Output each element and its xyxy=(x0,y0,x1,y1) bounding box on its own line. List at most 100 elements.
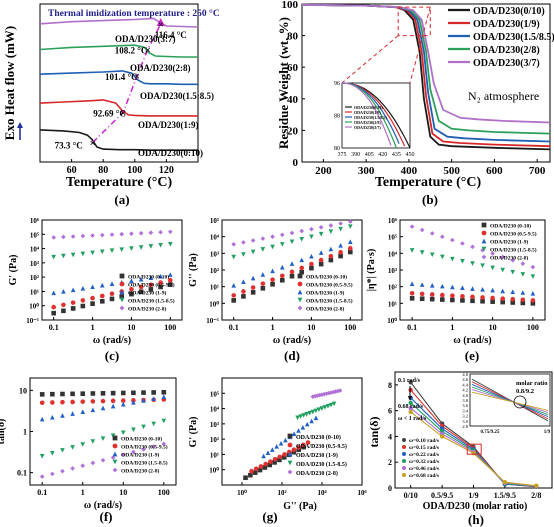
data-point-triangle xyxy=(61,288,66,294)
data-point-triangle xyxy=(328,246,334,252)
legend-label: ODA/D230 (0.5-9.5) xyxy=(296,443,347,450)
data-point-diamond xyxy=(328,223,334,228)
y-axis-label: tan(δ) xyxy=(0,419,7,445)
legend-label: ODA/D230(2/8) xyxy=(473,45,540,56)
dsc-curve xyxy=(39,70,198,86)
inset-x-tick-label: 405 xyxy=(365,152,374,158)
x-axis-label: ω (rad/s) xyxy=(84,500,122,511)
data-point-diamond xyxy=(337,388,343,393)
data-point-square xyxy=(119,294,125,299)
data-point-triangle xyxy=(141,398,146,403)
data-point-diamond xyxy=(99,232,105,238)
y-tick-label: 10² xyxy=(210,436,219,444)
inset-legend-label: ODA/D230(1/9) xyxy=(354,110,381,115)
tg-annotation: 101.4 °C xyxy=(105,72,138,82)
data-point-circle xyxy=(429,292,435,297)
data-point-circle xyxy=(109,291,115,297)
data-point-square xyxy=(231,298,237,303)
data-point-triangle-down xyxy=(141,424,146,430)
data-point-diamond xyxy=(470,244,475,250)
x-tick-label: 0.1 xyxy=(37,488,47,497)
data-point-square xyxy=(287,433,293,439)
data-point-diamond xyxy=(161,441,167,447)
data-point-circle xyxy=(119,281,125,287)
data-point-square xyxy=(250,290,256,295)
data-point-diamond xyxy=(80,463,86,468)
x-axis-label: Temperature (°C) xyxy=(66,175,173,190)
panel-d: 0.1 1 10 100 10⁻¹ 10⁰ 10¹ 10² 10³ 10⁴ 10⁵ ODA/D230 … xyxy=(188,217,363,363)
data-point-triangle-down xyxy=(299,236,305,242)
data-point-circle xyxy=(480,295,485,300)
y-axis-label: |η*| (Pa·s) xyxy=(366,249,377,292)
data-point-triangle xyxy=(530,290,536,296)
data-point-square xyxy=(110,390,116,396)
data-point-circle xyxy=(268,459,273,464)
data-point-square xyxy=(277,457,282,463)
x-axis-label: G'' (Pa) xyxy=(283,501,317,512)
data-point-circle xyxy=(80,399,86,404)
annotation: molar ratio xyxy=(516,380,547,387)
arrow-head xyxy=(156,18,165,27)
data-point-triangle-down xyxy=(287,460,293,466)
data-point-diamond xyxy=(510,258,516,263)
x-tick-label: 0.1 xyxy=(407,323,417,332)
inset-frame xyxy=(341,82,411,149)
legend-label: ODA/D230(1/9) xyxy=(473,19,540,30)
data-point-diamond xyxy=(450,237,455,243)
data-point-circle xyxy=(305,440,311,445)
data-point-triangle-down xyxy=(325,403,331,409)
data-point-triangle-down xyxy=(112,459,118,465)
data-point-square xyxy=(510,300,516,305)
legend-label: ODA/D230 (2-8) xyxy=(128,306,167,313)
data-point-diamond xyxy=(490,251,495,256)
x-tick-label: 120 xyxy=(159,165,174,176)
data-point-triangle-down xyxy=(270,244,275,250)
data-point-triangle xyxy=(500,288,505,294)
tg-marker: × xyxy=(134,71,140,83)
y-axis-label: G' (Pa) xyxy=(8,255,19,286)
dsc-curve xyxy=(39,129,198,151)
data-point-triangle xyxy=(112,451,118,457)
data-point-triangle xyxy=(510,289,516,295)
data-point-triangle xyxy=(419,282,425,287)
panel-h: 0/10 0.5/9.5 1/9 1.5/9.5 2/8 0 2 4 6 8 ω=0.10 rad/… xyxy=(367,371,553,527)
data-point-circle xyxy=(534,483,539,488)
data-point-triangle-down xyxy=(319,406,325,411)
x-tick-label: 1.5/9.5 xyxy=(494,491,516,500)
panel-g: 10⁰ 10² 10⁴ 10⁶ 10⁰ 10¹ 10² 10³ 10⁴ 10⁵ ODA/D230 (… xyxy=(188,377,367,524)
data-point-square xyxy=(158,284,163,290)
y-tick-label: 80 xyxy=(287,31,299,43)
inset-x-tick-label: 450 xyxy=(406,152,415,158)
data-point-diamond xyxy=(270,234,275,240)
data-point-circle xyxy=(450,293,455,298)
data-point-diamond xyxy=(299,228,305,234)
x-tick-label: 2/8 xyxy=(531,491,541,500)
y-tick-label: 100 xyxy=(282,0,299,11)
data-point-triangle-down xyxy=(99,249,105,255)
y-tick-label: 0 xyxy=(293,157,299,169)
zoom-connector xyxy=(409,7,431,84)
data-point-diamond xyxy=(148,230,154,236)
y-tick-label: 10⁰ xyxy=(209,300,219,308)
x-tick-label: 10 xyxy=(127,323,135,332)
data-point-diamond xyxy=(460,241,465,246)
dsc-curve xyxy=(39,99,198,117)
data-point-triangle xyxy=(148,275,154,280)
legend-label: ω=0.32 rad/s xyxy=(409,459,439,465)
data-point-triangle xyxy=(70,287,76,293)
data-point-triangle xyxy=(300,425,306,430)
panel-a: 60 80 100 120 × × × × × 73.3 °C 92.69 °C 101.4 °C 10… xyxy=(2,3,220,207)
data-point-triangle xyxy=(39,416,45,422)
data-point-triangle xyxy=(309,418,314,424)
data-point-triangle xyxy=(279,264,285,270)
data-point-triangle xyxy=(338,243,343,248)
data-point-triangle xyxy=(100,405,106,411)
data-point-triangle xyxy=(131,400,136,405)
data-point-triangle xyxy=(110,403,116,409)
data-point-square xyxy=(50,391,55,397)
data-point-triangle-down xyxy=(120,430,126,436)
data-point-triangle xyxy=(60,413,65,418)
data-point-triangle-down xyxy=(90,439,96,444)
data-point-square xyxy=(429,296,435,302)
data-point-square xyxy=(296,447,302,452)
